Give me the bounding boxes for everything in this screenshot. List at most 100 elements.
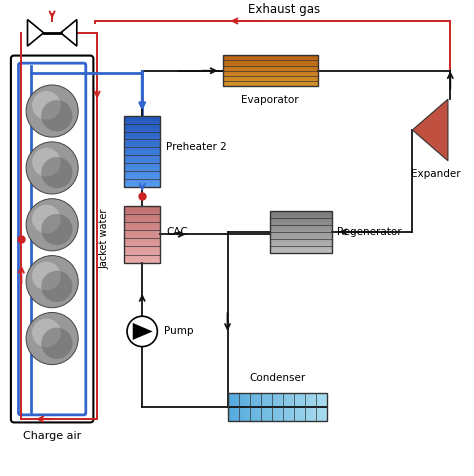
Bar — [270, 219, 332, 220]
Bar — [125, 251, 160, 253]
Bar — [270, 242, 332, 243]
Bar — [241, 393, 244, 421]
Bar — [223, 78, 318, 79]
Bar — [125, 128, 160, 130]
Bar — [125, 180, 160, 182]
Bar — [228, 393, 327, 421]
Bar — [223, 81, 318, 82]
Circle shape — [26, 85, 78, 137]
Bar — [125, 159, 160, 161]
Bar — [223, 55, 318, 86]
Bar — [125, 244, 160, 246]
Bar — [223, 75, 318, 76]
Bar — [223, 76, 318, 77]
Bar — [223, 59, 318, 60]
Bar — [324, 393, 327, 421]
Bar — [270, 228, 332, 229]
Bar — [223, 63, 318, 65]
Bar — [223, 62, 318, 63]
Bar — [125, 161, 160, 163]
Bar — [277, 393, 281, 421]
Bar — [223, 74, 318, 75]
Circle shape — [41, 271, 73, 302]
Bar — [125, 144, 160, 147]
Bar — [125, 209, 160, 211]
Bar — [297, 393, 301, 421]
Bar — [310, 393, 314, 421]
Bar — [294, 393, 297, 421]
Bar — [270, 235, 332, 236]
Bar — [125, 154, 160, 156]
Bar — [247, 393, 251, 421]
Bar — [125, 227, 160, 228]
Bar — [244, 393, 247, 421]
Bar — [125, 147, 160, 149]
Bar — [125, 135, 160, 137]
Bar — [287, 393, 291, 421]
Bar — [223, 83, 318, 84]
Circle shape — [26, 256, 78, 307]
Bar — [125, 137, 160, 139]
Bar — [270, 243, 332, 245]
Bar — [234, 393, 237, 421]
Bar — [223, 58, 318, 59]
Bar — [125, 253, 160, 255]
Bar — [270, 240, 332, 242]
Bar — [270, 215, 332, 216]
Bar — [270, 246, 332, 248]
Bar — [270, 210, 332, 253]
Bar — [125, 163, 160, 166]
Bar — [270, 210, 332, 212]
Bar — [125, 120, 160, 123]
Bar — [270, 212, 332, 213]
Bar — [125, 238, 160, 240]
Bar — [223, 80, 318, 81]
Bar — [228, 393, 231, 421]
Text: Regenerator: Regenerator — [337, 227, 401, 237]
Bar — [125, 223, 160, 225]
Bar — [223, 68, 318, 69]
Bar — [237, 393, 241, 421]
Bar — [223, 71, 318, 72]
Bar — [223, 61, 318, 62]
Bar — [231, 393, 234, 421]
Bar — [291, 393, 294, 421]
Circle shape — [32, 91, 61, 119]
Bar — [125, 261, 160, 263]
Bar — [270, 213, 332, 215]
Bar — [264, 393, 267, 421]
Polygon shape — [61, 20, 77, 46]
Bar — [270, 220, 332, 222]
Bar — [125, 142, 160, 144]
Bar — [223, 56, 318, 58]
Bar — [125, 246, 160, 248]
Bar — [307, 393, 310, 421]
Bar — [270, 248, 332, 249]
Bar — [223, 82, 318, 83]
Bar — [125, 255, 160, 257]
Text: Charge air: Charge air — [23, 431, 81, 441]
Circle shape — [26, 142, 78, 194]
Bar — [125, 185, 160, 187]
Bar — [125, 123, 160, 125]
Bar — [125, 132, 160, 135]
Circle shape — [41, 327, 73, 359]
Bar — [223, 65, 318, 66]
Bar — [270, 222, 332, 223]
Bar — [271, 393, 274, 421]
Polygon shape — [27, 20, 44, 46]
Bar — [223, 79, 318, 80]
Bar — [125, 208, 160, 209]
Text: Jacket water: Jacket water — [99, 209, 109, 269]
Bar — [125, 240, 160, 242]
Bar — [125, 232, 160, 234]
Bar — [125, 234, 160, 236]
Bar — [125, 236, 160, 238]
Bar — [270, 236, 332, 238]
Bar — [251, 393, 254, 421]
Bar — [223, 85, 318, 86]
Bar — [125, 206, 160, 208]
Bar — [304, 393, 307, 421]
Bar — [125, 230, 160, 232]
Bar — [223, 55, 318, 56]
